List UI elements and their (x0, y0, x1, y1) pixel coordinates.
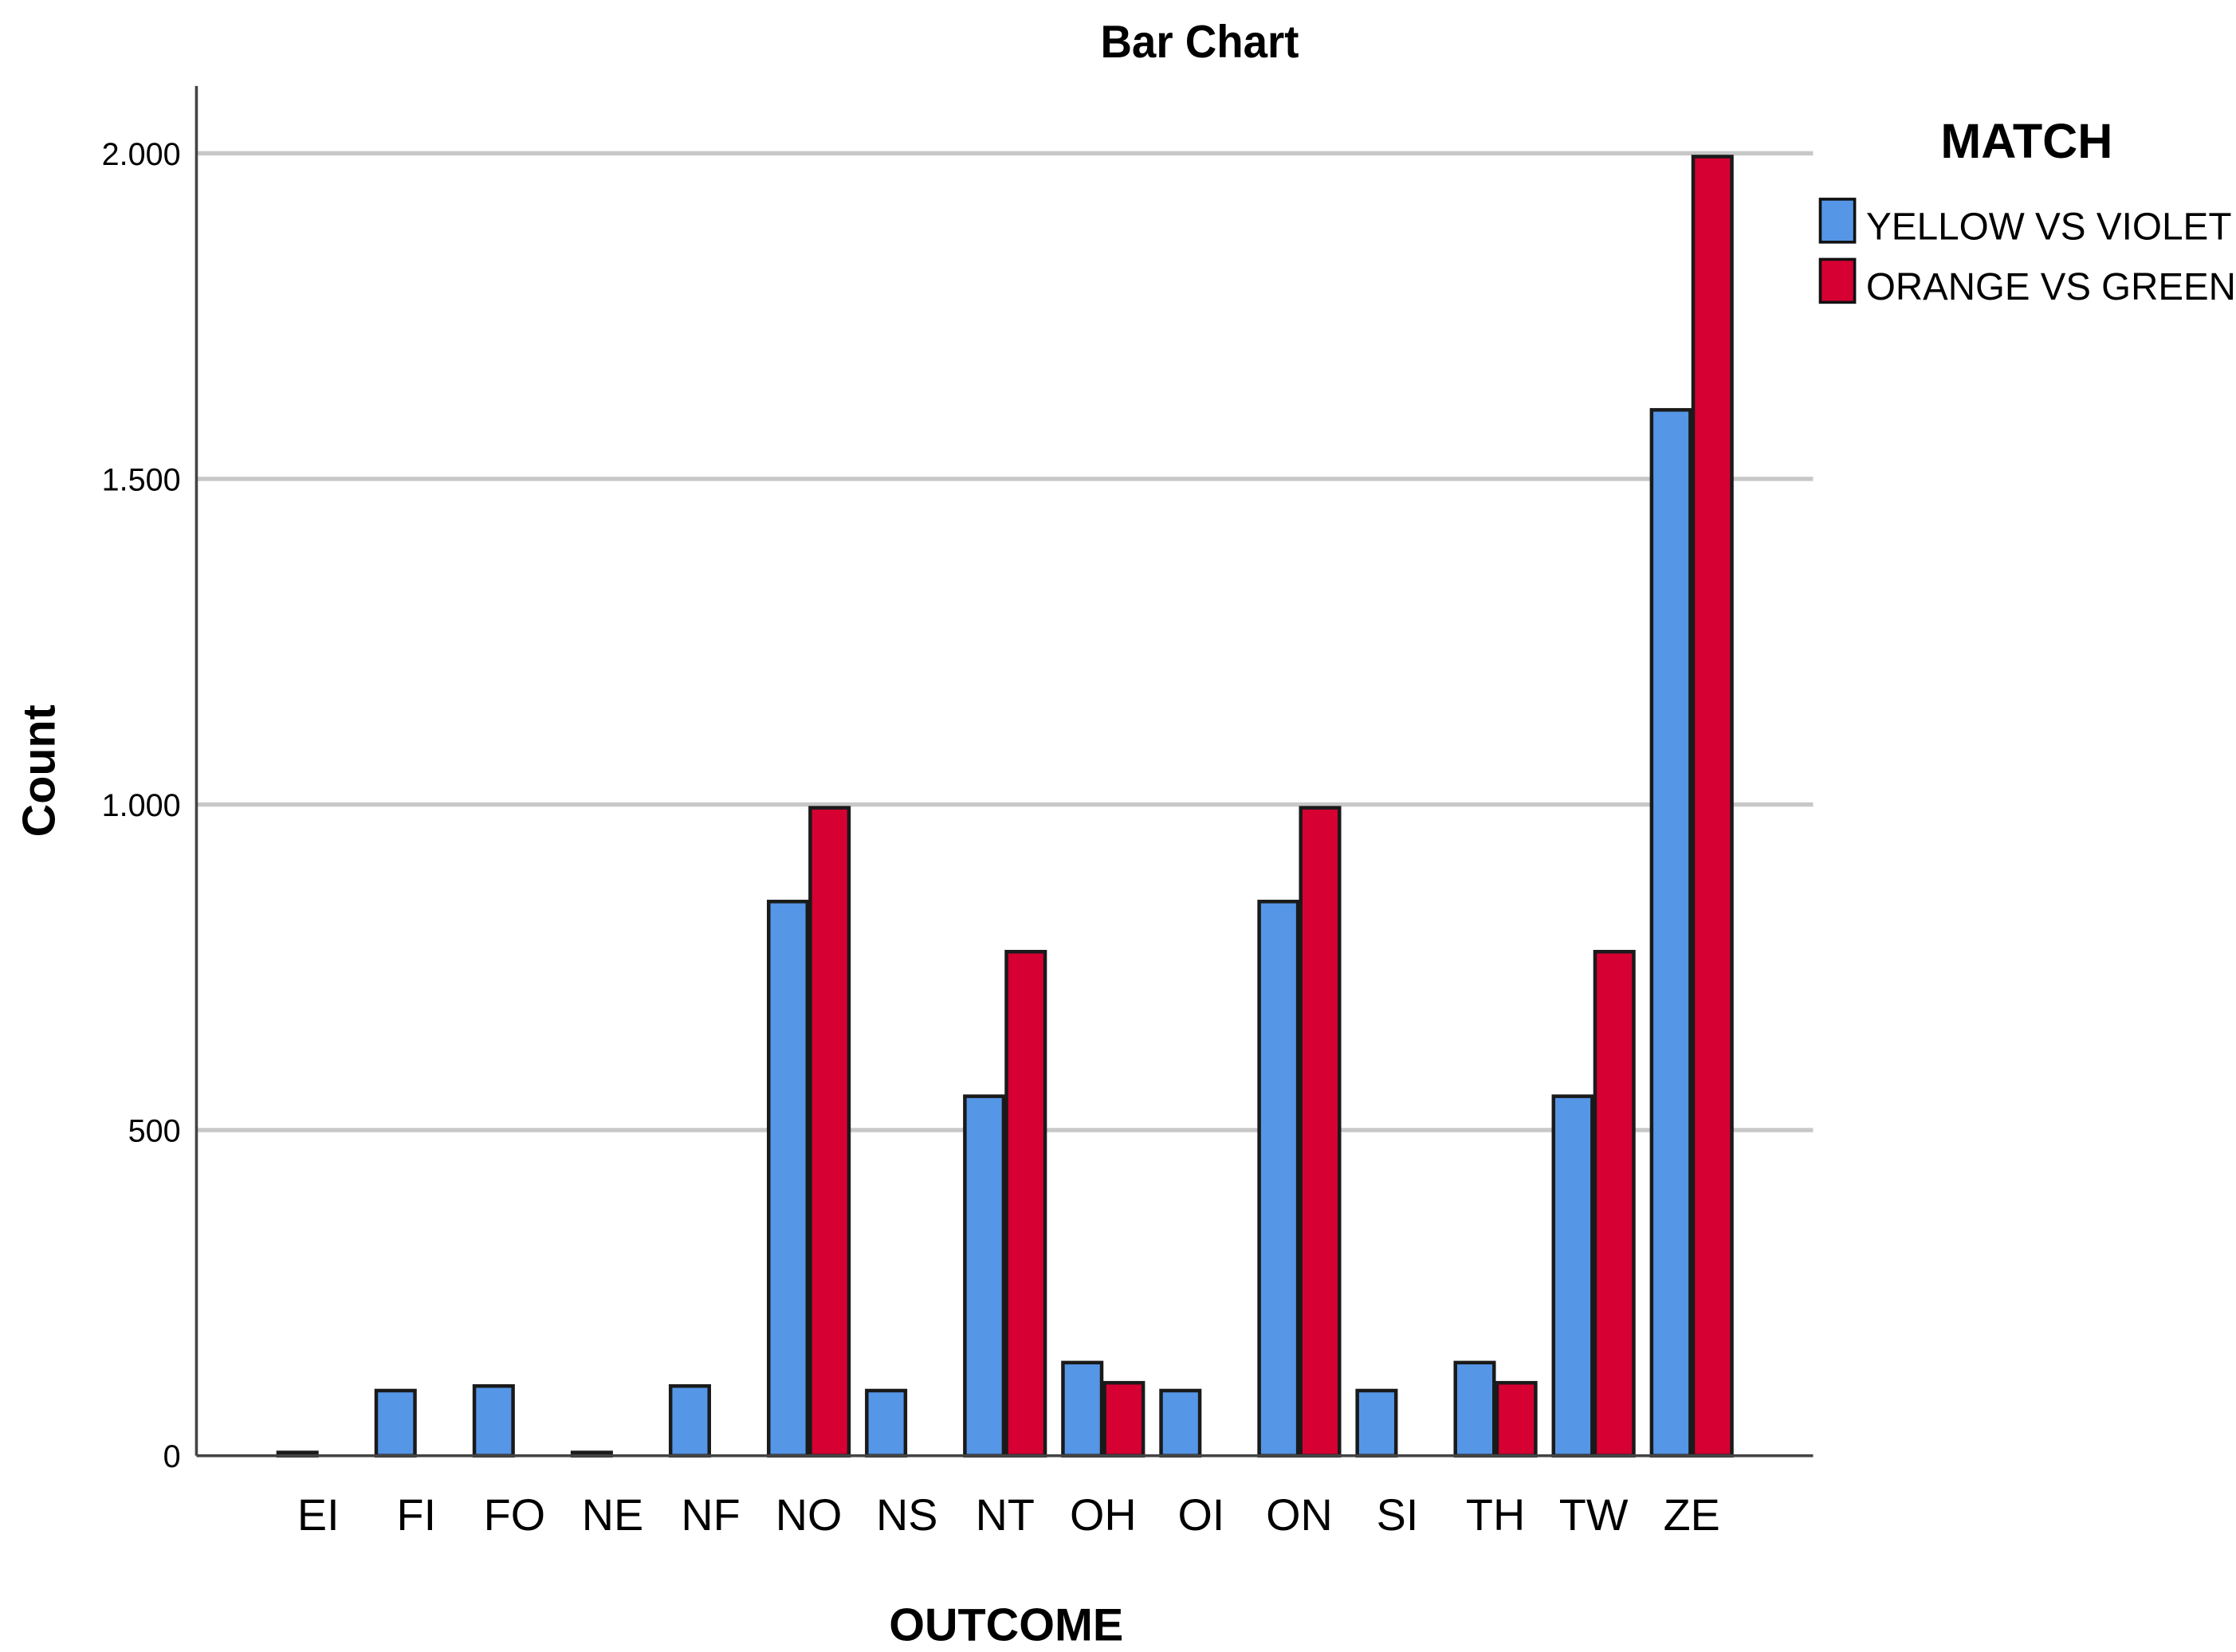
bar-tw-yellow-vs-violet (1551, 1094, 1594, 1458)
legend: MATCH YELLOW VS VIOLET ORANGE VS GREEN (1818, 114, 2236, 308)
y-tick-label: 2.000 (102, 137, 181, 172)
x-tick-label: OH (1070, 1490, 1137, 1540)
x-tick-label: ZE (1664, 1490, 1720, 1540)
bar-ze-yellow-vs-violet (1649, 408, 1692, 1458)
bar-no-orange-vs-green (808, 806, 851, 1458)
bar-on-orange-vs-green (1299, 806, 1342, 1458)
legend-label-orange-vs-green: ORANGE VS GREEN (1866, 265, 2236, 308)
bar-on-yellow-vs-violet (1257, 900, 1300, 1458)
legend-swatch-yellow-vs-violet (1818, 198, 1857, 244)
legend-title: MATCH (1940, 114, 2112, 168)
x-tick-label: NS (876, 1490, 937, 1540)
x-tick-label: NT (976, 1490, 1035, 1540)
x-axis-label: OUTCOME (889, 1600, 1123, 1651)
x-tick-label: TH (1466, 1490, 1525, 1540)
bar-ns-yellow-vs-violet (865, 1388, 908, 1458)
chart-title: Bar Chart (1100, 16, 1299, 68)
y-tick-label: 0 (163, 1439, 181, 1474)
bar-nt-yellow-vs-violet (963, 1094, 1006, 1458)
bar-tw-orange-vs-green (1593, 949, 1636, 1458)
x-tick-label: OI (1177, 1490, 1224, 1540)
y-tick-label: 500 (128, 1113, 181, 1148)
x-tick-label: SI (1377, 1490, 1419, 1540)
bar-oi-yellow-vs-violet (1159, 1388, 1202, 1458)
bar-oh-orange-vs-green (1102, 1380, 1146, 1458)
x-tick-label: ON (1266, 1490, 1333, 1540)
bar-nf-yellow-vs-violet (668, 1384, 711, 1458)
bar-nt-orange-vs-green (1004, 949, 1047, 1458)
y-axis-label: Count (14, 704, 65, 837)
x-tick-label: NF (681, 1490, 740, 1540)
bar-ze-orange-vs-green (1691, 155, 1734, 1458)
x-tick-label: NE (582, 1490, 643, 1540)
x-tick-label: TW (1559, 1490, 1629, 1540)
legend-swatch-orange-vs-green (1818, 257, 1857, 304)
bar-no-yellow-vs-violet (767, 900, 810, 1458)
legend-label-yellow-vs-violet: YELLOW VS VIOLET (1866, 205, 2231, 248)
bar-th-orange-vs-green (1495, 1380, 1538, 1458)
bar-oh-yellow-vs-violet (1061, 1360, 1104, 1458)
bar-fi-yellow-vs-violet (374, 1388, 417, 1458)
bar-th-yellow-vs-violet (1453, 1360, 1496, 1458)
x-tick-label: FO (484, 1490, 545, 1540)
x-tick-label: NO (776, 1490, 843, 1540)
bar-fo-yellow-vs-violet (472, 1384, 515, 1458)
x-tick-label: EI (297, 1490, 340, 1540)
bar-si-yellow-vs-violet (1355, 1388, 1398, 1458)
y-tick-label: 1.500 (102, 462, 181, 497)
x-tick-label: FI (397, 1490, 437, 1540)
y-tick-label: 1.000 (102, 788, 181, 823)
